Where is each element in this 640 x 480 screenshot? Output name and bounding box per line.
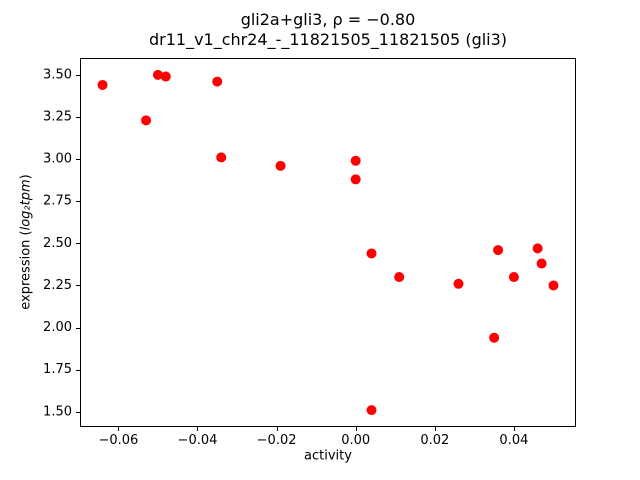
scatter-point [394,272,405,283]
y-axis-label-math: log₂tpm [18,179,34,231]
y-axis-label: expression (log₂tpm) [19,174,34,309]
scatter-point [160,71,171,82]
y-tick-label: 2.00 [43,320,72,335]
x-axis-label: activity [304,448,352,464]
scatter-point [532,243,543,254]
scatter-point [141,115,152,126]
scatter-point [97,79,108,90]
scatter-point [216,152,227,163]
chart-title: gli2a+gli3, ρ = −0.80 dr11_v1_chr24_-_11… [80,10,576,50]
y-tick-label: 2.75 [43,194,72,209]
x-tick-label: 0.04 [499,433,528,448]
scatter-point [275,160,286,171]
scatter-point [212,76,223,87]
scatter-point [152,69,163,80]
y-tick-label: 3.00 [43,152,72,167]
x-tick-label: 0.00 [341,433,370,448]
scatter-point [350,155,361,166]
scatter-point [366,405,377,416]
y-tick-label: 3.50 [43,67,72,82]
y-axis-label-prefix: expression ( [18,230,34,310]
scatter-point [508,272,519,283]
x-tick-label: −0.06 [98,433,138,448]
x-tick-label: 0.02 [420,433,449,448]
y-tick-label: 1.50 [43,404,72,419]
scatter-point [548,280,559,291]
y-tick-label: 1.75 [43,362,72,377]
axes-frame [80,58,576,427]
x-tick-label: −0.04 [178,433,218,448]
y-tick-label: 3.25 [43,109,72,124]
scatter-point [493,245,504,256]
title-line-1: gli2a+gli3, ρ = −0.80 [240,10,416,29]
x-tick-label: −0.02 [257,433,297,448]
scatter-point [536,258,547,269]
scatter-point [453,278,464,289]
scatter-point [350,174,361,185]
title-line-2: dr11_v1_chr24_-_11821505_11821505 (gli3) [148,30,508,49]
y-tick-label: 2.50 [43,236,72,251]
y-tick-label: 2.25 [43,278,72,293]
y-axis-label-suffix: ) [18,174,34,180]
scatter-point [489,332,500,343]
scatter-point [366,248,377,259]
